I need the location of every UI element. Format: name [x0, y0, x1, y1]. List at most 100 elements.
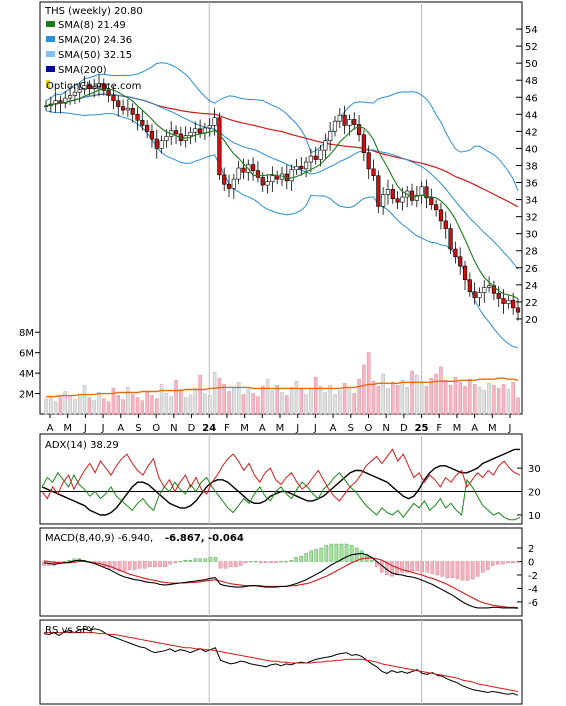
volume-bar — [92, 400, 96, 415]
rs-rs-ma-line — [44, 632, 519, 692]
rs-lines — [43, 620, 519, 704]
candle-body — [381, 194, 386, 207]
candle-body — [487, 285, 492, 288]
price-tick-label: 54 — [525, 25, 538, 36]
volume-bar — [511, 382, 515, 415]
volume-tick-label: 2M — [19, 390, 34, 401]
volume-bar — [477, 387, 482, 415]
legend-swatch-sma50 — [46, 51, 55, 57]
volume-bar — [251, 393, 255, 415]
candle-body — [255, 170, 261, 178]
candle-body — [385, 189, 391, 195]
volume-tick-label: 6M — [19, 349, 34, 360]
macd-histogram-bar — [294, 557, 298, 562]
volume-bar — [159, 384, 164, 415]
candle-body — [125, 108, 130, 111]
x-tick-label: 25 — [415, 423, 429, 434]
macd-histogram-bar — [238, 561, 243, 566]
volume-bar — [188, 394, 193, 415]
candle-body — [342, 114, 347, 126]
macd-histogram-bar — [168, 561, 172, 565]
candle-body — [419, 186, 424, 196]
volume-bar — [270, 390, 275, 415]
price-tick-label: 34 — [525, 196, 538, 207]
volume-bar — [275, 385, 279, 415]
macd-histogram-bar — [501, 561, 505, 565]
x-tick-label: M — [276, 423, 285, 434]
volume-bar — [362, 364, 366, 415]
volume-bars: 8M 6M 4M 2M — [19, 328, 520, 415]
macd-histogram-bar — [228, 561, 233, 568]
volume-bar — [439, 366, 443, 415]
candle-body — [472, 291, 477, 298]
price-tick-label: 52 — [525, 42, 538, 53]
volume-bar — [183, 397, 188, 415]
candle-body — [414, 195, 419, 201]
macd-tick-label: -2 — [528, 571, 538, 582]
macd-histogram-bar — [314, 549, 319, 562]
candle-body — [251, 164, 256, 171]
macd-tick-label: -4 — [528, 584, 538, 595]
volume-bar — [77, 394, 82, 415]
legend-sma200: SMA(200) — [58, 65, 107, 76]
x-tick-label: A — [330, 423, 337, 434]
volume-bar — [58, 395, 63, 415]
chart-title: THS (weekly) 20.80 — [44, 6, 143, 17]
candle-body — [424, 186, 429, 199]
macd-legend: MACD(8,40,9) -6.940, -6.867, -0.064 — [45, 533, 244, 544]
macd-histogram-bar — [369, 559, 374, 562]
volume-bar — [241, 394, 246, 415]
candle-body — [429, 197, 434, 205]
x-tick-label: M — [240, 423, 249, 434]
volume-bar — [82, 385, 87, 415]
price-axis: 20 22 24 26 28 30 32 34 36 38 40 42 44 46 48 50 52 54 — [516, 25, 538, 326]
candle-body — [111, 95, 116, 101]
macd-histogram-bar — [132, 561, 137, 570]
candle-body — [438, 209, 444, 222]
macd-macd-line — [43, 552, 519, 609]
volume-bar — [174, 380, 178, 415]
volume-bar — [164, 393, 169, 415]
macd-histogram-bar — [490, 561, 495, 566]
upper-band-line — [45, 62, 519, 191]
x-tick-label: D — [400, 423, 408, 434]
candle-body — [226, 183, 232, 189]
adx-tick-label: 30 — [528, 464, 541, 475]
volume-bar — [140, 400, 145, 415]
candle-body — [409, 190, 415, 201]
macd-histogram-bar — [506, 561, 510, 564]
volume-bar — [260, 386, 265, 415]
volume-bar — [482, 390, 487, 415]
price-tick-label: 32 — [525, 213, 538, 224]
macd-histogram-bar — [67, 559, 72, 562]
x-tick-label: J — [508, 423, 512, 434]
macd-histogram-bar — [143, 561, 147, 569]
candle-body — [443, 220, 448, 229]
price-tick-label: 30 — [525, 230, 538, 241]
x-tick-label: O — [365, 423, 373, 434]
x-tick-label: M — [453, 423, 462, 434]
x-tick-label: F — [436, 423, 442, 434]
volume-bar — [169, 396, 173, 415]
price-tick-label: 44 — [525, 110, 538, 121]
legend-sma50: SMA(50) 32.15 — [58, 50, 132, 61]
macd-histogram-bar — [173, 561, 177, 564]
price-legend: THS (weekly) 20.80 SMA(8) 21.49 SMA(20) … — [44, 6, 143, 92]
candle-body — [53, 100, 58, 105]
macd-histogram-bar — [289, 559, 293, 562]
rs-legend: RS vs SPY — [45, 625, 95, 636]
macd-histogram-bar — [344, 543, 349, 562]
x-tick-label: O — [152, 423, 160, 434]
candle-body — [376, 175, 381, 207]
volume-bar — [212, 371, 217, 415]
macd-histogram-bar — [193, 558, 198, 562]
x-tick-label: J — [295, 423, 299, 434]
macd-histogram-bar — [324, 545, 329, 562]
candle-body — [400, 196, 405, 203]
volume-bar — [516, 397, 520, 415]
candle-body — [120, 106, 126, 111]
adx-panel — [39, 433, 523, 525]
macd-histogram-bar — [309, 550, 314, 562]
macd-histogram-bar — [279, 561, 283, 563]
